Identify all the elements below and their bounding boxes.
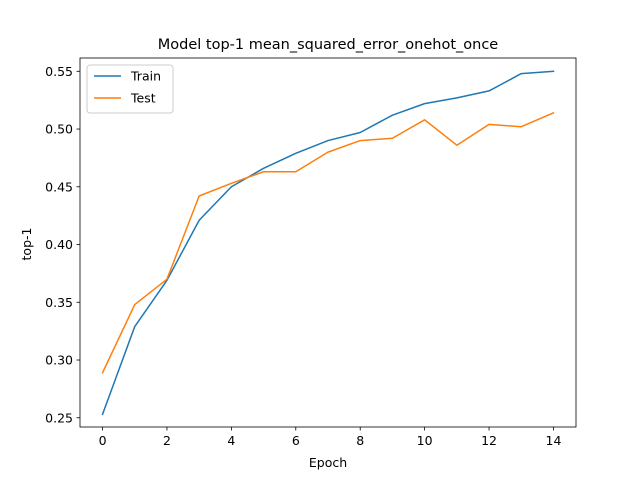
y-tick-label: 0.45: [45, 179, 73, 194]
x-tick-label: 8: [356, 433, 364, 448]
chart-title: Model top-1 mean_squared_error_onehot_on…: [158, 37, 499, 53]
axes-frame: [79, 57, 577, 428]
x-axis-label: Epoch: [309, 455, 347, 470]
x-tick-label: 12: [481, 433, 497, 448]
x-tick-label: 2: [163, 433, 171, 448]
plot-area: 0 2 4 6 8 10 12 14 0.25 0.30 0.35 0.40 0.45 0.50 0.55 T…: [45, 57, 577, 448]
y-tick-label: 0.25: [45, 410, 73, 425]
y-axis-label: top-1: [19, 228, 34, 261]
x-tick-label: 6: [292, 433, 300, 448]
legend-box: [86, 64, 174, 114]
series-line-test: [101, 111, 555, 374]
y-tick-label: 0.30: [45, 353, 73, 368]
x-tick-label: 10: [417, 433, 433, 448]
y-tick-label: 0.55: [45, 64, 73, 79]
y-tick-label: 0.35: [45, 295, 73, 310]
series-line-train: [101, 70, 555, 416]
legend-label-train: Train: [130, 69, 161, 84]
x-tick-label: 4: [227, 433, 235, 448]
legend-label-test: Test: [130, 91, 156, 106]
y-tick-label: 0.50: [45, 122, 73, 137]
y-tick-label: 0.40: [45, 237, 73, 252]
x-tick-label: 0: [99, 433, 107, 448]
x-tick-label: 14: [546, 433, 562, 448]
